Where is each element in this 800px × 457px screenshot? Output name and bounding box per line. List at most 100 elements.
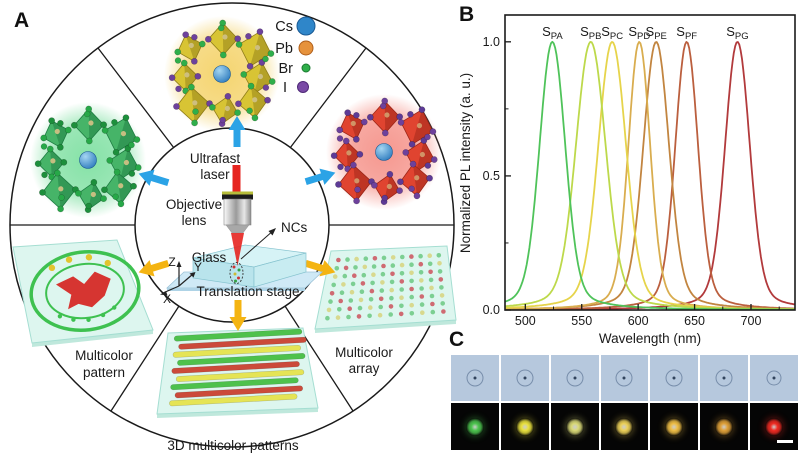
spectrum-S_PA <box>505 40 795 310</box>
written-ncs <box>232 265 241 283</box>
objective-label-line2: lens <box>182 213 207 228</box>
panel-a-label: A <box>14 9 29 32</box>
peak-label-S_PD: SPD <box>628 24 650 42</box>
spectrum-S_PG <box>505 41 795 310</box>
peak-label-S_PA: SPA <box>542 24 563 42</box>
nc-focal-volume <box>229 262 244 284</box>
legend-label-cs: Cs <box>275 19 293 35</box>
arrow-upleft-icon <box>138 169 170 187</box>
spectrum-S_PB <box>505 41 795 310</box>
i-atom-icon <box>297 81 309 93</box>
particle-outline <box>516 369 534 387</box>
x-tick-700: 700 <box>741 314 762 328</box>
brightfield-image <box>700 355 749 401</box>
legend-label-br: Br <box>279 61 294 77</box>
particle-outline <box>665 369 683 387</box>
particle-outline <box>766 370 782 386</box>
pl-emission-dot <box>665 417 684 436</box>
arrow-downleft-icon <box>138 259 170 277</box>
x-tick-650: 650 <box>684 314 705 328</box>
x-tick-550: 550 <box>571 314 592 328</box>
x-tick-500: 500 <box>515 314 536 328</box>
brightfield-image <box>650 355 699 401</box>
particle-core <box>672 376 676 380</box>
spectrum-S_PE <box>505 41 795 310</box>
objective-lens <box>223 198 252 226</box>
particle-outline <box>566 369 584 387</box>
colored-rods <box>169 328 307 407</box>
laser-beam <box>232 165 241 195</box>
particle-outline <box>466 369 484 387</box>
peak-label-S_PF: SPF <box>676 24 697 42</box>
particle-core <box>722 376 726 380</box>
arrow-up-icon <box>228 116 246 147</box>
wedge-dividers <box>10 47 454 412</box>
pl-emission-dot <box>715 417 734 436</box>
hub-arrows <box>138 116 336 331</box>
pl-emission-dot <box>565 417 584 436</box>
axis-x-label: X <box>163 292 171 306</box>
legend-label-i: I <box>283 80 287 96</box>
multicolor-pattern-wedge: Multicolor pattern <box>12 239 154 380</box>
x-tick-600: 600 <box>628 314 649 328</box>
pl-emission-dot <box>765 417 784 436</box>
array-label-line1: Multicolor <box>335 345 393 360</box>
y-tick-0: 0.0 <box>483 303 500 317</box>
focused-beam-cone <box>231 233 244 266</box>
arrow-upright-icon <box>304 168 336 186</box>
brightfield-image <box>750 355 798 401</box>
y-axis-label: Normalized PL intensity (a. u.) <box>458 73 473 253</box>
spectrum-S_PC <box>505 41 795 310</box>
pl-image <box>451 403 499 450</box>
spectrum-S_PF <box>505 41 795 310</box>
axis-z-label: Z <box>168 255 175 269</box>
y-tick-0.5: 0.5 <box>483 169 500 183</box>
particle-outline <box>715 369 733 387</box>
pl-emission-dot <box>615 417 634 436</box>
glass-block <box>192 244 307 288</box>
pl-emission-dot <box>515 417 534 436</box>
threed-patterns-wedge: 3D multicolor patterns <box>156 327 319 453</box>
panel-b-pl-spectra: B Normalized PL intensity (a. u.) Wavele… <box>458 3 796 346</box>
multicolor-array-wedge: Multicolor array <box>314 245 457 376</box>
panel-b-label: B <box>459 3 474 26</box>
xyz-axes <box>160 261 196 296</box>
atom-legend: Cs Pb Br I <box>275 16 316 96</box>
array-label-line2: array <box>349 361 380 376</box>
axis-y-label: Y <box>194 260 202 274</box>
micrograph-grid <box>451 355 798 450</box>
peak-label-S_PB: SPB <box>580 24 601 42</box>
pl-image <box>600 403 649 450</box>
legend-label-pb: Pb <box>275 41 293 57</box>
dot-array <box>325 253 446 321</box>
green-crystal-structure <box>30 102 146 218</box>
laser-writing-setup: NCs Z Y X Ultrafast laser Objective lens… <box>160 151 324 306</box>
y-tick-1: 1.0 <box>483 35 500 49</box>
pb-atom-icon <box>298 40 314 56</box>
threed-label: 3D multicolor patterns <box>167 438 299 453</box>
peak-label-S_PC: SPC <box>601 24 623 42</box>
brightfield-image <box>600 355 649 401</box>
particle-core <box>772 376 776 380</box>
plot-frame <box>504 14 796 311</box>
pl-image <box>500 403 549 450</box>
spectrum-S_PD <box>505 41 795 310</box>
red-crystal-structure <box>326 94 442 210</box>
glass-label: Glass <box>192 250 227 265</box>
pl-emission-dot <box>465 417 484 436</box>
br-atom-icon <box>301 63 311 73</box>
peak-label-S_PE: SPE <box>646 24 667 42</box>
particle-core <box>473 376 477 380</box>
pattern-label-line2: pattern <box>83 365 125 380</box>
scale-bar <box>777 440 793 443</box>
laser-label-line1: Ultrafast <box>190 151 241 166</box>
panel-c-micrographs: C <box>443 322 800 457</box>
pl-image <box>650 403 699 450</box>
particle-core <box>622 376 626 380</box>
brightfield-image <box>500 355 549 401</box>
panel-a-schematic: A Cs Pb Br I <box>9 2 457 453</box>
x-axis-label: Wavelength (nm) <box>599 331 701 346</box>
ncs-label: NCs <box>281 220 307 235</box>
